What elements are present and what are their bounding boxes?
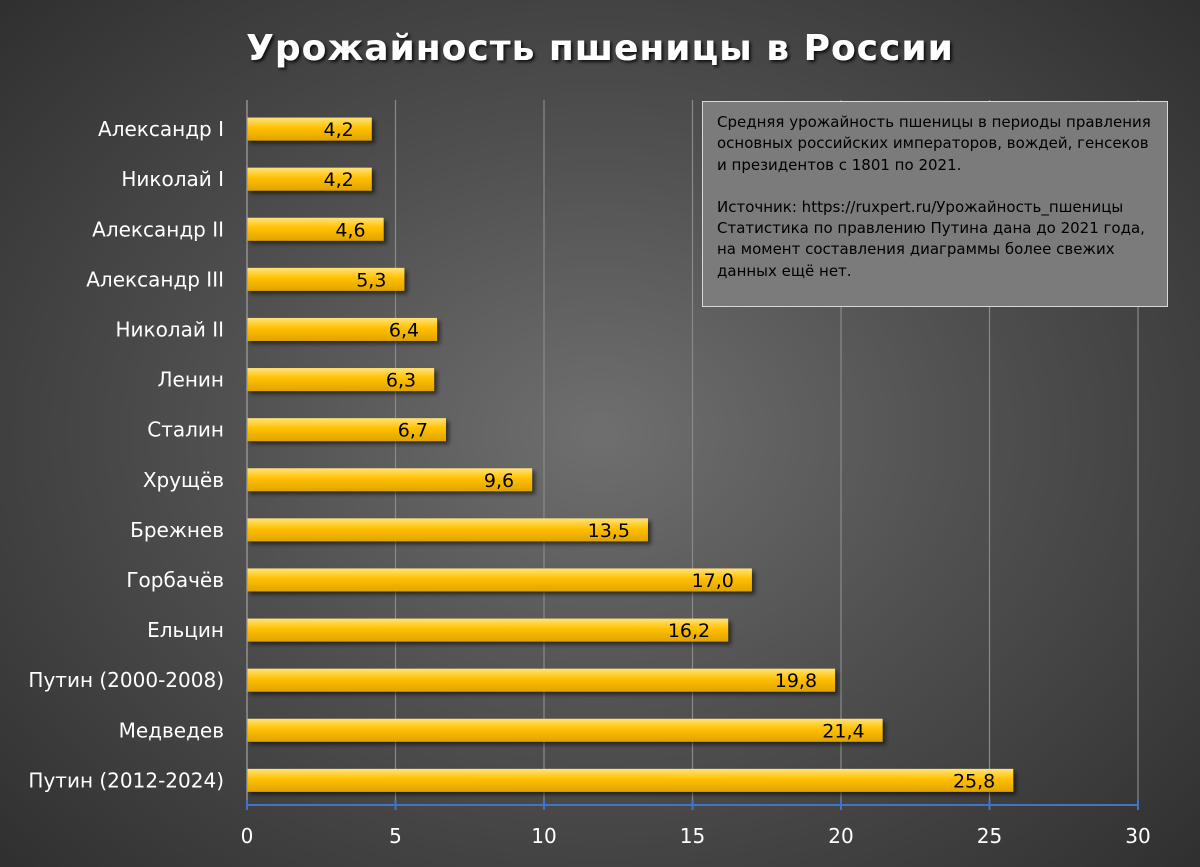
category-labels: Александр I Николай I Александр II Александ… [28, 117, 224, 792]
data-label: 4,2 [324, 119, 354, 141]
note-spacer [717, 176, 1157, 197]
data-label: 4,2 [324, 169, 354, 191]
x-tick-label: 0 [241, 824, 254, 848]
category-label: Николай I [121, 167, 224, 191]
source-line: Источник: https://ruxpert.ru/Урожайность… [717, 197, 1124, 216]
category-label: Александр I [98, 117, 224, 141]
data-label: 17,0 [692, 570, 734, 592]
x-axis: 0 5 10 15 20 25 30 [241, 100, 1151, 848]
category-label: Брежнев [130, 518, 224, 542]
data-label: 13,5 [588, 520, 630, 542]
category-label: Ленин [158, 368, 225, 392]
bar [247, 518, 648, 542]
bar [247, 167, 372, 191]
source-line: на момент составления диаграммы более св… [717, 240, 1115, 259]
bar [247, 117, 372, 141]
source-line: данных ещё нет. [717, 261, 852, 280]
bar [247, 418, 446, 442]
bar [247, 267, 405, 291]
x-tick-label: 25 [977, 824, 1002, 848]
bar [247, 668, 836, 692]
category-label: Ельцин [147, 618, 224, 642]
note-line: и президентов с 1801 по 2021. [717, 155, 962, 174]
note-line: основных российских императоров, вождей,… [717, 134, 1149, 153]
category-label: Горбачёв [126, 568, 224, 592]
category-label: Николай II [115, 317, 224, 341]
category-label: Александр III [86, 267, 224, 291]
note-line: Средняя урожайность пшеницы в периоды пр… [717, 113, 1151, 131]
data-label: 6,7 [398, 420, 428, 442]
category-label: Александр II [92, 217, 224, 241]
bar [247, 568, 752, 592]
data-label: 25,8 [953, 770, 995, 792]
category-label: Путин (2012-2024) [28, 768, 224, 792]
x-tick-label: 15 [680, 824, 705, 848]
chart-title: Урожайность пшеницы в России [246, 28, 954, 69]
x-tick-label: 30 [1125, 824, 1150, 848]
data-label: 21,4 [822, 720, 864, 742]
data-label: 6,4 [389, 319, 419, 341]
data-label: 16,2 [668, 620, 710, 642]
bars [247, 117, 1014, 792]
data-label: 5,3 [356, 269, 386, 291]
bar [247, 618, 729, 642]
data-label: 4,6 [335, 219, 365, 241]
data-labels: 4,2 4,2 4,6 5,3 6,4 6,3 6,7 9,6 13,5 17,0 16,2 19,8… [324, 119, 996, 792]
category-label: Путин (2000-2008) [28, 668, 224, 692]
bar [247, 768, 1014, 792]
data-label: 6,3 [386, 370, 416, 392]
category-label: Медведев [119, 718, 224, 742]
bar [247, 317, 438, 341]
bar [247, 718, 883, 742]
x-tick-label: 10 [531, 824, 556, 848]
data-label: 19,8 [775, 670, 817, 692]
bar [247, 217, 384, 241]
note-box: Средняя урожайность пшеницы в периоды пр… [702, 101, 1168, 307]
bar [247, 368, 435, 392]
source-line: Статистика по правлению Путина дана до 2… [717, 219, 1145, 238]
x-tick-label: 20 [828, 824, 853, 848]
category-label: Хрущёв [143, 468, 224, 492]
category-label: Сталин [147, 418, 224, 442]
bar [247, 468, 533, 492]
x-tick-label: 5 [389, 824, 402, 848]
data-label: 9,6 [484, 470, 514, 492]
